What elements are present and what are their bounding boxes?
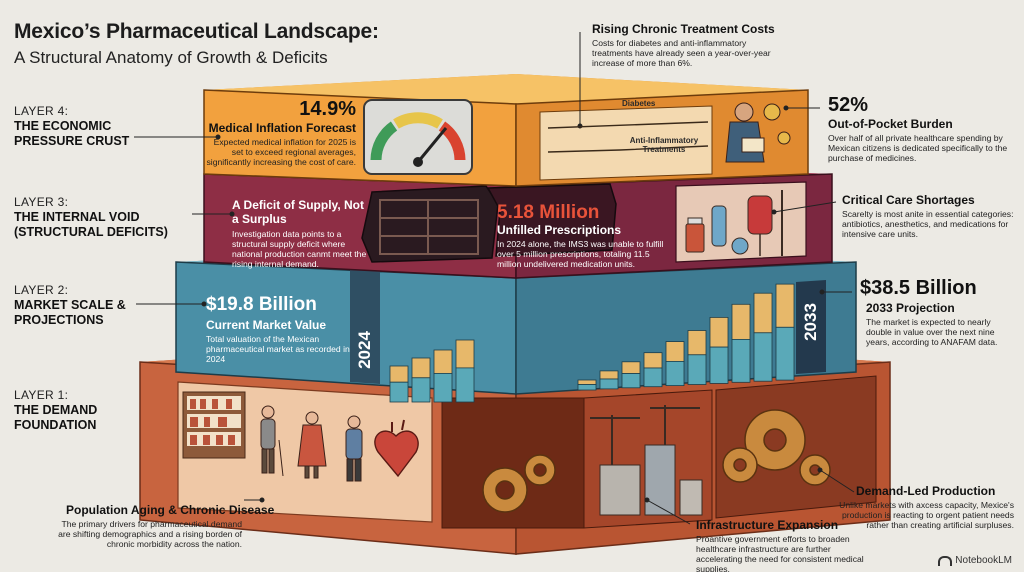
layer-2-name: MARKET SCALE & PROJECTIONS	[14, 298, 126, 327]
current-market-body: Total valuation of the Mexican pharmaceu…	[206, 334, 350, 364]
supply-deficit-heading: A Deficit of Supply, Not a Surplus	[232, 198, 364, 226]
person-with-bill-illustration	[725, 102, 791, 163]
gears-illustration	[482, 409, 831, 513]
growth-bar-bottom	[687, 354, 707, 385]
page-subtitle: A Structural Anatomy of Growth & Deficit…	[14, 48, 328, 67]
inflation-heading: Medical Inflation Forecast	[208, 121, 356, 135]
growth-bar-top	[411, 357, 431, 379]
growth-bar-top	[687, 330, 707, 356]
growth-bar-bottom	[599, 378, 619, 390]
layer-2-number: LAYER 2:	[14, 283, 69, 297]
current-market-heading: Current Market Value	[206, 318, 327, 332]
growth-bar-bottom	[389, 381, 409, 403]
growth-bar-top	[731, 303, 751, 340]
construction-illustration	[590, 405, 703, 516]
rising-costs-body: Costs for diabetes and anti-inflammatory…	[592, 38, 771, 68]
demand-led-body: Unlike markets with axcess capacity, Mex…	[839, 500, 1014, 530]
out-of-pocket-value: 52%	[828, 94, 869, 116]
current-market-value: $19.8 Billion	[206, 294, 317, 315]
market-growth-bars	[389, 283, 795, 403]
growth-bar-top	[775, 283, 795, 328]
out-of-pocket-body: Over half of all private healthcare spen…	[828, 133, 1008, 163]
inflation-value: 14.9%	[299, 98, 356, 120]
growth-bar-bottom	[753, 332, 773, 382]
growth-bar-top	[665, 341, 685, 362]
aging-body: The primary drivers for pharmaceutical d…	[58, 519, 242, 549]
anti-inflammatory-line-label: Anti-Inflammatory Treatments	[629, 136, 699, 154]
growth-bar-top	[753, 292, 773, 334]
growth-bar-top	[643, 352, 663, 369]
unfilled-heading: Unfilled Prescriptions	[497, 223, 622, 237]
growth-bar-top	[621, 361, 641, 374]
growth-bar-top	[433, 349, 453, 374]
layer-4-name: THE ECONOMIC PRESSURE CRUST	[14, 119, 130, 148]
rising-costs-heading: Rising Chronic Treatment Costs	[592, 22, 775, 36]
year-2033-label: 2033	[801, 303, 820, 341]
unfilled-value: 5.18 Million	[497, 202, 600, 223]
growth-bar-bottom	[433, 372, 453, 403]
aging-heading: Population Aging & Chronic Disease	[66, 503, 275, 517]
infrastructure-heading: Infrastructure Expansion	[696, 518, 839, 532]
medicine-shelf-illustration	[182, 391, 246, 459]
page-title: Mexico’s Pharmaceutical Landscape:	[14, 20, 379, 43]
demand-led-heading: Demand-Led Production	[856, 484, 996, 498]
diabetes-line-label: Diabetes	[622, 99, 656, 108]
elderly-people-illustration	[260, 405, 363, 482]
projection-heading: 2033 Projection	[866, 301, 955, 315]
growth-bar-bottom	[665, 360, 685, 386]
layer-1-name: THE DEMAND FOUNDATION	[14, 403, 98, 432]
growth-bar-top	[455, 339, 475, 369]
growth-bar-bottom	[411, 377, 431, 403]
layer-void	[203, 162, 833, 279]
growth-bar-bottom	[455, 367, 475, 403]
supply-deficit-body: Investigation data points to a structura…	[232, 229, 367, 269]
medicine-supplies-illustration	[685, 190, 783, 256]
heart-illustration	[374, 419, 419, 478]
growth-bar-bottom	[577, 384, 597, 391]
layer-3-number: LAYER 3:	[14, 195, 69, 209]
inflation-body: Expected medical inflation for 2025 is s…	[206, 137, 356, 167]
critical-care-body: Scarelty is most anite in essential cate…	[842, 209, 1014, 239]
layer-4-number: LAYER 4:	[14, 104, 69, 118]
critical-care-heading: Critical Care Shortages	[842, 193, 975, 207]
cost-trend-lines	[547, 121, 709, 153]
projection-value: $38.5 Billion	[860, 277, 977, 299]
year-2024-label: 2024	[355, 331, 374, 369]
out-of-pocket-heading: Out-of-Pocket Burden	[828, 117, 953, 131]
notebooklm-logo: NotebookLM	[938, 555, 1012, 566]
growth-bar-top	[577, 379, 597, 385]
growth-bar-bottom	[621, 373, 641, 389]
gauge-illustration	[363, 99, 473, 175]
growth-bar-top	[709, 316, 729, 348]
infrastructure-body: Proantive government efforts to broaden …	[696, 534, 864, 572]
growth-bar-bottom	[709, 346, 729, 384]
growth-bar-top	[389, 365, 409, 383]
projection-body: The market is expected to nearly double …	[866, 317, 998, 347]
brand-label: NotebookLM	[955, 555, 1012, 566]
growth-bar-bottom	[731, 338, 751, 383]
layer-3-name: THE INTERNAL VOID (STRUCTURAL DEFICITS)	[14, 210, 168, 239]
growth-bar-bottom	[643, 367, 663, 388]
growth-bar-bottom	[775, 326, 795, 381]
unfilled-body: In 2024 alone, the IMS3 was unable to fu…	[497, 239, 664, 269]
notebooklm-icon	[938, 555, 953, 566]
growth-bar-top	[599, 370, 619, 380]
connector-lines	[134, 32, 855, 525]
layer-1-number: LAYER 1:	[14, 388, 69, 402]
